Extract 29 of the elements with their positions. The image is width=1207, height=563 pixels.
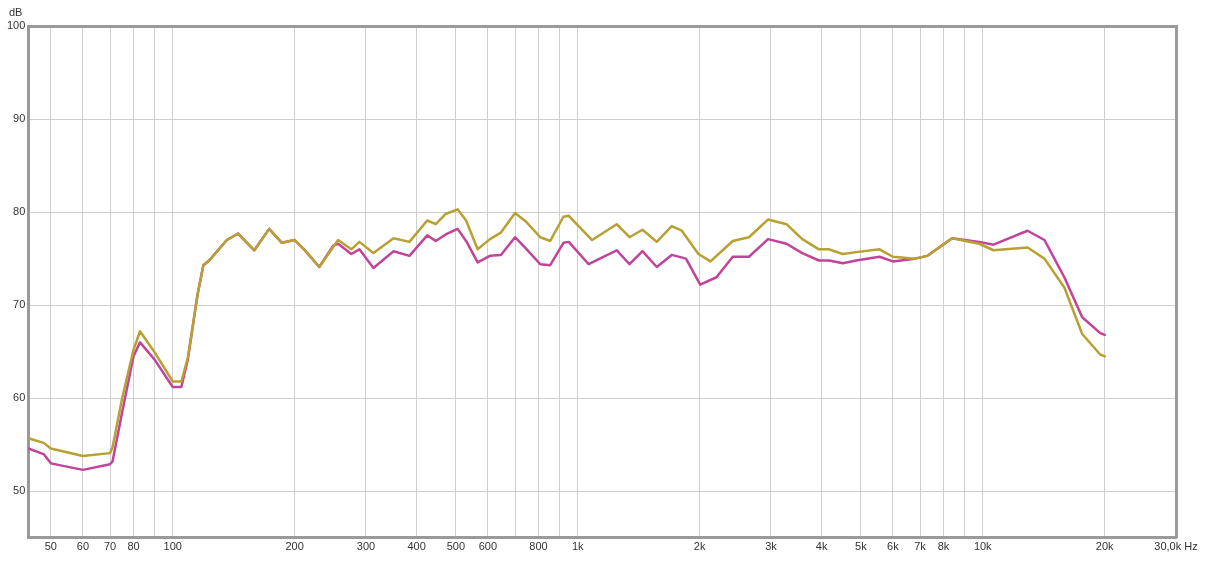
- x-tick-label: 500: [446, 540, 466, 553]
- x-tick-label: 80: [127, 540, 140, 553]
- y-tick-label: 70: [13, 298, 26, 311]
- x-tick-label: 30,0k Hz: [1154, 540, 1198, 553]
- x-tick-label: 70: [103, 540, 117, 553]
- x-tick-label: 3k: [765, 540, 778, 553]
- x-tick-label: 200: [285, 540, 304, 553]
- x-tick-label: 20k: [1095, 540, 1115, 553]
- x-tick-label: 2k: [693, 540, 706, 553]
- x-tick-label: 7k: [914, 540, 927, 553]
- x-tick-label: 6k: [887, 540, 900, 553]
- y-tick-label: 100: [6, 19, 26, 32]
- x-tick-label: 300: [356, 540, 376, 553]
- y-axis-title: dB: [8, 5, 23, 18]
- y-tick-label: 50: [13, 484, 26, 497]
- x-tick-label: 5k: [855, 540, 868, 553]
- y-tick-label: 80: [13, 205, 26, 218]
- x-tick-label: 60: [76, 540, 90, 553]
- x-tick-label: 4k: [815, 540, 828, 553]
- x-tick-label: 400: [407, 540, 426, 553]
- x-tick-label: 8k: [937, 540, 950, 553]
- y-tick-label: 60: [13, 391, 26, 404]
- x-tick-label: 10k: [973, 540, 993, 553]
- x-tick-label: 800: [529, 540, 548, 553]
- x-tick-label: 100: [163, 540, 182, 553]
- x-tick-label: 600: [478, 540, 498, 553]
- y-tick-label: 90: [13, 112, 26, 125]
- x-tick-label: 50: [44, 540, 57, 553]
- x-tick-label: 1k: [571, 540, 585, 553]
